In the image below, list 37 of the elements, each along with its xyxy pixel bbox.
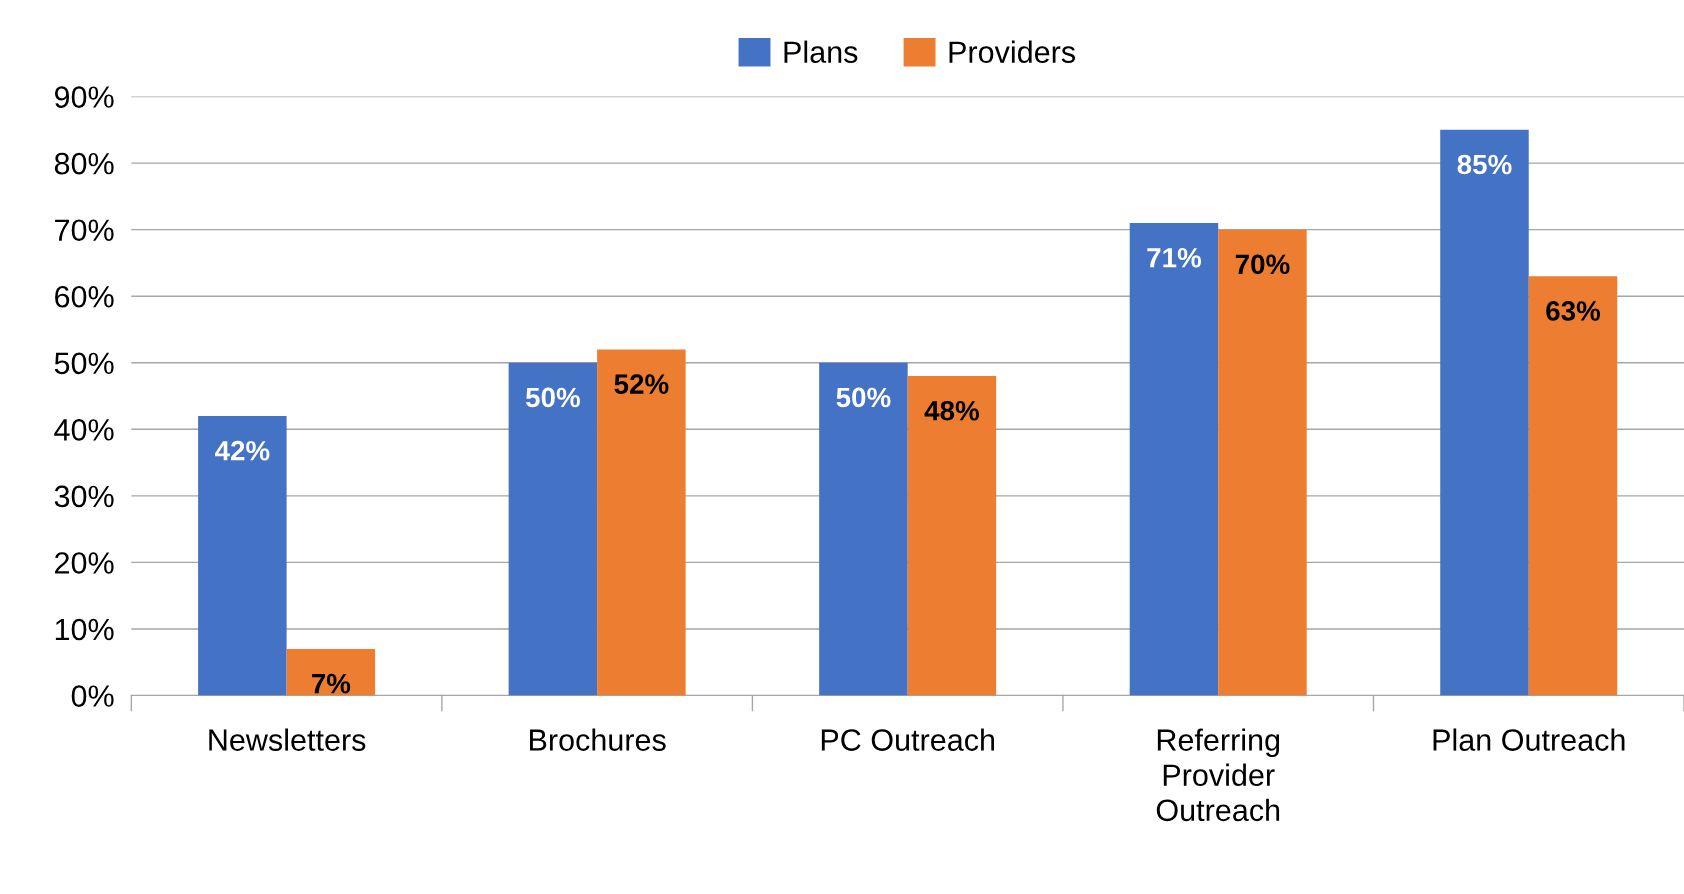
x-tick-label: Brochures: [530, 728, 666, 751]
bar: [1528, 276, 1618, 696]
data-label: 85%: [1457, 154, 1512, 175]
y-tick-label: 10%: [55, 618, 114, 641]
legend-label: Providers: [949, 40, 1076, 64]
bar: [1218, 229, 1307, 696]
data-label: 7%: [311, 673, 351, 694]
data-label: 70%: [1235, 254, 1290, 275]
legend-label: Plans: [784, 40, 858, 64]
y-tick-label: 30%: [54, 485, 114, 508]
bar: [508, 362, 598, 696]
x-tick-label: PC Outreach: [821, 728, 995, 751]
x-tick-label: Newsletters: [209, 728, 366, 751]
data-label: 71%: [1147, 247, 1202, 268]
data-label: 48%: [924, 400, 979, 421]
y-tick-label: 80%: [54, 152, 114, 175]
x-tick-label: Plan Outreach: [1433, 728, 1625, 751]
y-tick-label: 50%: [54, 352, 114, 375]
y-tick-label: 90%: [54, 86, 114, 108]
data-label: 50%: [836, 387, 891, 408]
bar: [819, 362, 908, 696]
bar: [907, 376, 997, 696]
data-label: 63%: [1546, 301, 1601, 321]
y-tick-label: 60%: [55, 285, 114, 308]
bar: [597, 349, 686, 696]
bar: [198, 416, 287, 696]
x-tick-label: Referring Provider Outreach: [1156, 728, 1280, 822]
y-tick-label: 0%: [71, 685, 114, 707]
data-label: 50%: [525, 387, 580, 408]
data-label: 52%: [614, 374, 669, 394]
bar: [286, 648, 376, 696]
data-label: 42%: [214, 440, 270, 461]
y-tick-label: 20%: [55, 552, 114, 574]
y-tick-label: 70%: [55, 219, 114, 242]
bar: [1129, 223, 1219, 696]
bar: [1440, 129, 1529, 696]
y-tick-label: 40%: [54, 419, 114, 441]
